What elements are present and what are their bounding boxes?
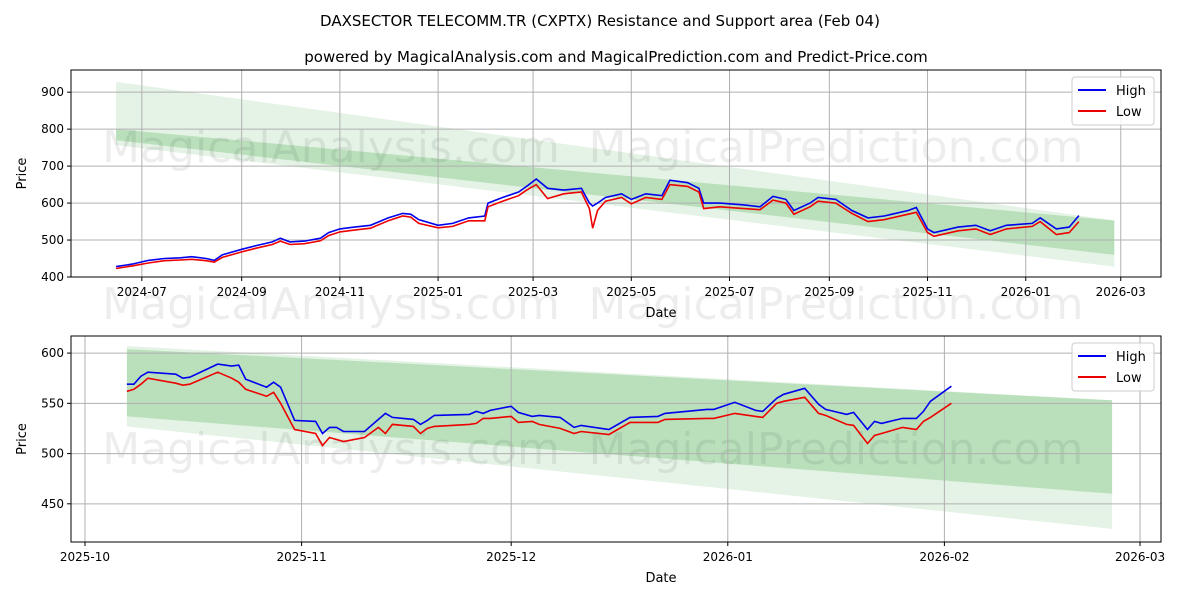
watermark: MagicalAnalysis.com xyxy=(102,424,560,475)
x-tick-label: 2025-12 xyxy=(486,550,536,564)
plot-frame xyxy=(70,69,1162,278)
y-axis-label: Price xyxy=(15,158,30,190)
legend: High Low xyxy=(1071,76,1155,126)
x-tick-label: 2026-02 xyxy=(919,550,969,564)
watermark: MagicalAnalysis.com xyxy=(102,122,560,173)
x-tick-label: 2024-07 xyxy=(117,285,167,299)
y-tick-label: 600 xyxy=(41,346,64,360)
x-axis-label: Date xyxy=(645,306,676,321)
y-axis-label: Price xyxy=(15,423,30,455)
support-resistance-band-light xyxy=(126,346,1113,529)
x-tick-label: 2025-05 xyxy=(606,285,656,299)
x-tick-label: 2025-11 xyxy=(902,285,952,299)
y-tick-label: 800 xyxy=(41,122,64,136)
x-axis-label: Date xyxy=(645,571,676,586)
x-tick-label: 2024-09 xyxy=(217,285,267,299)
y-tick-label: 500 xyxy=(41,447,64,461)
y-tick-label: 900 xyxy=(41,85,64,99)
support-resistance-band-dark xyxy=(116,129,1115,255)
watermark: MagicalPrediction.com xyxy=(589,122,1084,173)
x-tick-label: 2025-01 xyxy=(413,285,463,299)
series-line-high xyxy=(126,363,952,435)
x-tick-label: 2025-10 xyxy=(60,550,110,564)
y-tick-label: 600 xyxy=(41,196,64,210)
legend-label-high: High xyxy=(1116,350,1146,365)
support-resistance-band-light xyxy=(116,81,1115,267)
x-tick-label: 2026-01 xyxy=(703,550,753,564)
x-tick-label: 2026-03 xyxy=(1115,550,1165,564)
series-line-low xyxy=(126,371,952,447)
watermark: MagicalPrediction.com xyxy=(589,424,1084,475)
y-tick-label: 450 xyxy=(41,497,64,511)
support-resistance-band-dark xyxy=(126,349,1113,494)
series-line-low xyxy=(115,183,1080,270)
y-tick-label: 400 xyxy=(41,270,64,284)
x-tick-label: 2026-01 xyxy=(1001,285,1051,299)
watermark: MagicalAnalysis.com xyxy=(102,279,560,330)
legend-label-high: High xyxy=(1116,84,1146,99)
legend-label-low: Low xyxy=(1116,105,1142,120)
watermark: MagicalPrediction.com xyxy=(589,279,1084,330)
plot-frame xyxy=(70,335,1162,543)
legend: High Low xyxy=(1071,342,1155,392)
legend-label-low: Low xyxy=(1116,371,1142,386)
y-tick-label: 550 xyxy=(41,396,64,410)
bottom-chart: MagicalAnalysis.com MagicalPrediction.com… xyxy=(15,335,1165,586)
x-tick-label: 2024-11 xyxy=(315,285,365,299)
x-tick-label: 2025-03 xyxy=(508,285,558,299)
y-tick-label: 500 xyxy=(41,233,64,247)
x-tick-label: 2025-11 xyxy=(277,550,327,564)
top-chart: MagicalAnalysis.com MagicalPrediction.com… xyxy=(15,69,1162,330)
chart-title: DAXSECTOR TELECOMM.TR (CXPTX) Resistance… xyxy=(320,12,880,30)
y-tick-label: 700 xyxy=(41,159,64,173)
series-line-high xyxy=(115,177,1080,268)
x-tick-label: 2025-07 xyxy=(704,285,754,299)
chart-subtitle: powered by MagicalAnalysis.com and Magic… xyxy=(304,48,928,66)
x-tick-label: 2025-09 xyxy=(804,285,854,299)
x-tick-label: 2026-03 xyxy=(1096,285,1146,299)
